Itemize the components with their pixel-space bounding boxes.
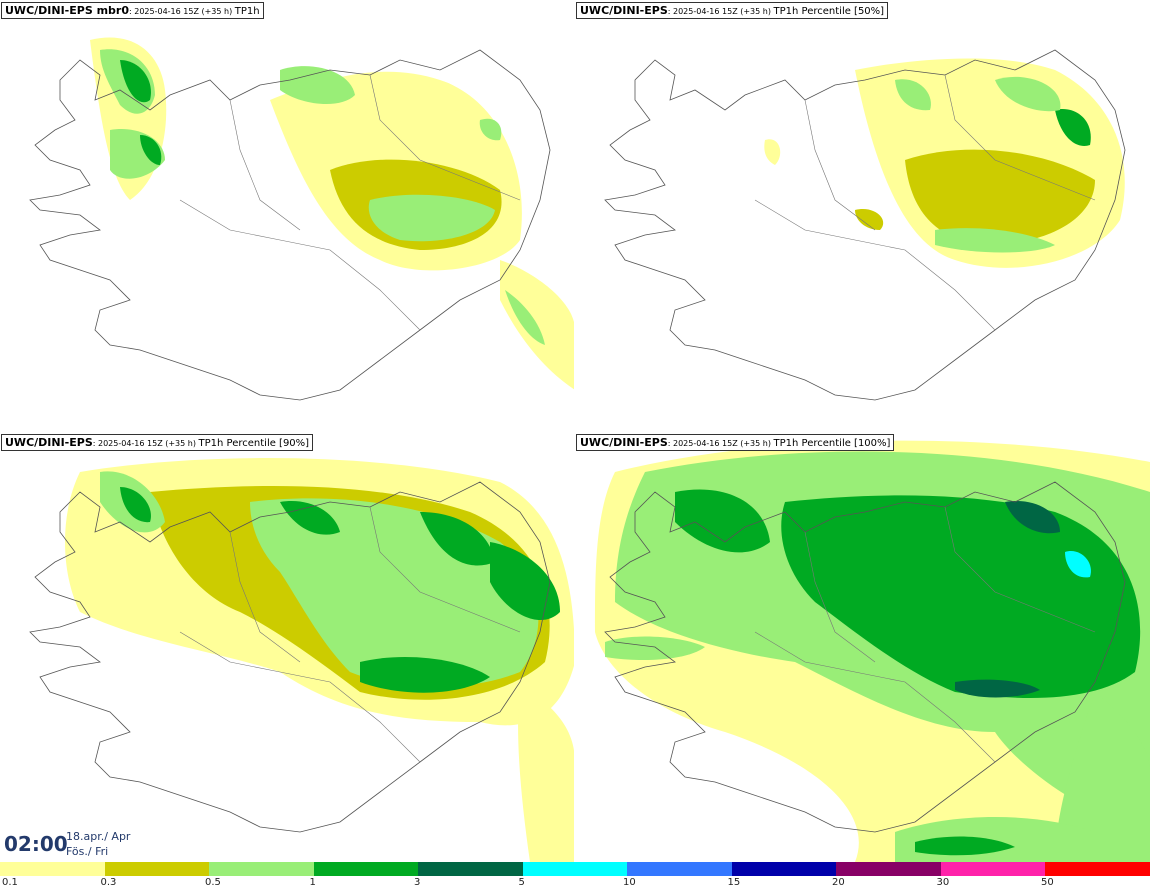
- legend-swatch: [418, 862, 523, 876]
- legend-swatch: [522, 862, 628, 876]
- panel-param: TP1h Percentile [100%]: [773, 438, 891, 449]
- map-panel-member0: UWC/DINI-EPS mbr0: 2025-04-16 15Z (+35 h…: [0, 0, 575, 430]
- panel-source: UWC/DINI-EPS: [580, 4, 668, 17]
- precip-map: [595, 440, 1150, 862]
- legend-label: 15: [727, 877, 741, 888]
- legend-swatch: [0, 862, 105, 876]
- legend-swatch: [627, 862, 732, 876]
- legend-label: 3: [414, 877, 421, 888]
- panel-suffix: mbr0: [92, 4, 129, 17]
- panel-param: TP1h Percentile [50%]: [773, 6, 885, 17]
- panel-source: UWC/DINI-EPS: [5, 436, 93, 449]
- panel-title: UWC/DINI-EPS mbr0: 2025-04-16 15Z (+35 h…: [1, 2, 264, 19]
- valid-time-box: 02:00 18.apr./ Apr Fös./ Fri: [0, 826, 134, 862]
- legend-swatch: [104, 862, 210, 876]
- legend-label: 1: [309, 877, 316, 888]
- panel-title: UWC/DINI-EPS: 2025-04-16 15Z (+35 h) TP1…: [576, 434, 895, 451]
- legend-swatch: [209, 862, 314, 876]
- legend-label: 30: [936, 877, 950, 888]
- panel-run: : 2025-04-16 15Z (+35 h): [129, 7, 235, 16]
- panel-separator: [574, 0, 575, 862]
- valid-date-line1: 18.apr./ Apr: [66, 830, 131, 843]
- panel-param: TP1h Percentile [90%]: [198, 438, 310, 449]
- panel-source: UWC/DINI-EPS: [580, 436, 668, 449]
- valid-time: 02:00: [4, 832, 68, 856]
- legend-label: 0.1: [2, 877, 18, 888]
- precip-map: [604, 49, 1126, 401]
- legend-swatch: [940, 862, 1046, 876]
- panel-param: TP1h: [234, 6, 260, 17]
- map-panel-p90: UWC/DINI-EPS: 2025-04-16 15Z (+35 h) TP1…: [0, 432, 575, 862]
- legend-swatch: [1045, 862, 1150, 876]
- legend-swatch: [836, 862, 941, 876]
- panel-run: : 2025-04-16 15Z (+35 h): [92, 439, 199, 448]
- legend-label: 5: [518, 877, 525, 888]
- legend-label: 20: [832, 877, 845, 888]
- legend-label: 50: [1041, 877, 1054, 888]
- precip-map: [29, 37, 575, 401]
- map-panel-p50: UWC/DINI-EPS: 2025-04-16 15Z (+35 h) TP1…: [575, 0, 1150, 430]
- panel-source: UWC/DINI-EPS: [5, 4, 93, 17]
- legend-label: 0.5: [205, 877, 221, 888]
- legend-label: 10: [623, 877, 636, 888]
- panel-title: UWC/DINI-EPS: 2025-04-16 15Z (+35 h) TP1…: [1, 434, 314, 451]
- map-panel-p100: UWC/DINI-EPS: 2025-04-16 15Z (+35 h) TP1…: [575, 432, 1150, 862]
- panel-title: UWC/DINI-EPS: 2025-04-16 15Z (+35 h) TP1…: [576, 2, 889, 19]
- color-legend: 0.1 0.3 0.5 1 3 5 10 15 20 30 50: [0, 862, 1150, 891]
- panel-run: : 2025-04-16 15Z (+35 h): [667, 7, 774, 16]
- valid-date-line2: Fös./ Fri: [66, 845, 109, 858]
- legend-swatch: [731, 862, 837, 876]
- precip-map: [29, 458, 575, 862]
- legend-label: 0.3: [100, 877, 117, 888]
- panel-run: : 2025-04-16 15Z (+35 h): [667, 439, 774, 448]
- legend-swatch: [313, 862, 419, 876]
